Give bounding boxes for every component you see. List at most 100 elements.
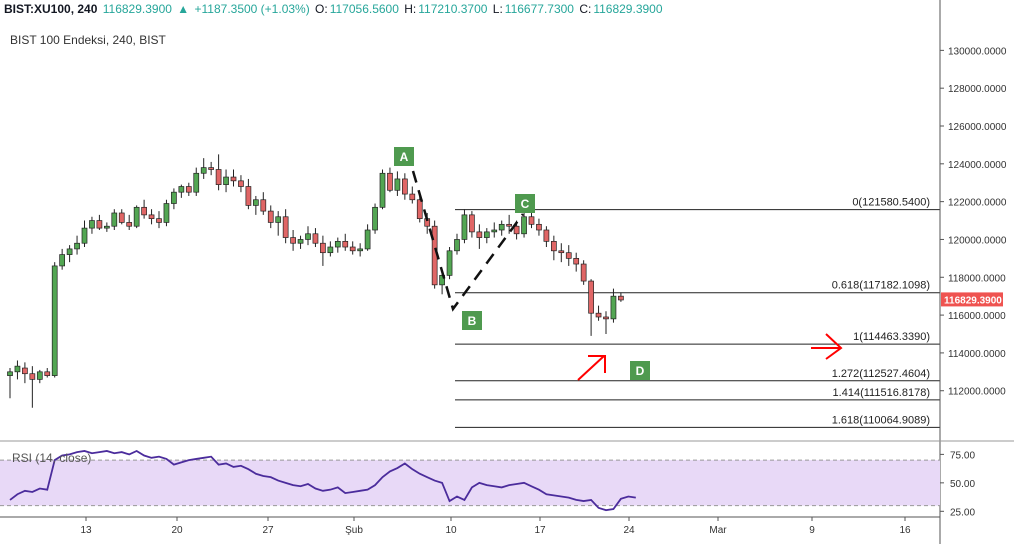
rsi-band <box>0 460 940 506</box>
time-tick-label: Şub <box>345 525 363 536</box>
candle-down <box>126 222 133 227</box>
candle-down <box>230 176 237 182</box>
rsi-tick-label: 50.00 <box>950 479 975 490</box>
pattern-point-label: A <box>400 150 409 164</box>
pattern-point-box <box>394 147 414 166</box>
candle-down <box>402 178 408 195</box>
candle-up <box>111 212 118 227</box>
candle-up <box>275 216 282 223</box>
candle-up <box>461 214 468 240</box>
candle-up <box>103 225 110 229</box>
symbol-header: BIST:XU100, 240 116829.3900 ▲ +1187.3500… <box>4 2 665 18</box>
candle-up <box>334 240 341 248</box>
pattern-point-label: B <box>468 314 477 328</box>
symbol-name[interactable]: BIST:XU100, 240 <box>4 2 98 16</box>
red-arrowhead-icon <box>588 355 606 373</box>
open-value: 117056.5600 <box>329 2 399 16</box>
rsi-pane: 75.00 50.00 25.00 <box>0 449 975 518</box>
candle-up <box>171 191 177 204</box>
candle-up <box>521 216 527 235</box>
candle-down <box>387 172 393 191</box>
candle-up <box>498 223 505 231</box>
candle-down <box>238 180 244 187</box>
pattern-point-label: C <box>521 197 530 211</box>
candle-down <box>282 216 289 238</box>
price-tick-label: 116000.0000 <box>948 311 1006 322</box>
candle-up <box>51 265 58 376</box>
time-tick-label: 27 <box>262 525 274 536</box>
time-tick-label: 17 <box>534 525 546 536</box>
candle-up <box>36 371 43 380</box>
candle-up <box>610 295 617 320</box>
high-label: H: <box>404 2 417 16</box>
candle-up <box>89 220 95 229</box>
candle-up <box>133 206 140 227</box>
candle-up <box>454 239 460 252</box>
rsi-tick-label: 75.00 <box>950 450 975 461</box>
price-change: +1187.3500 (+1.03%) <box>194 2 310 16</box>
time-tick-label: 16 <box>899 525 911 536</box>
candle-down <box>320 242 326 254</box>
time-tick-label: 24 <box>623 525 635 536</box>
candle-up <box>364 229 371 250</box>
pattern-point-box <box>462 311 482 330</box>
candle-down <box>185 186 192 193</box>
red-arrow-icon <box>577 355 605 381</box>
price-tick-label: 122000.0000 <box>948 198 1007 209</box>
candle-up <box>327 246 334 254</box>
candle-up <box>200 167 207 174</box>
candle-up <box>446 250 453 276</box>
candle-down <box>312 233 319 244</box>
up-arrow-icon: ▲ <box>177 2 190 16</box>
fib-label: 1.272(112527.4604) <box>832 368 930 380</box>
candle-down <box>580 263 587 282</box>
candle-up <box>394 178 401 191</box>
candle-down <box>349 246 356 252</box>
candle-up <box>163 203 170 223</box>
close-label: C: <box>579 2 592 16</box>
pattern-point-box <box>515 194 535 213</box>
candle-down <box>267 210 274 223</box>
price-tick-label: 130000.0000 <box>948 46 1007 57</box>
candle-down <box>595 312 602 318</box>
last-price: 116829.3900 <box>102 2 172 16</box>
price-tick-label: 120000.0000 <box>948 235 1007 246</box>
last-price-label: 116829.3900 <box>944 295 1002 306</box>
candle-up <box>66 248 73 255</box>
candle-up <box>491 229 498 233</box>
rsi-line <box>9 449 636 512</box>
fib-label: 1(114463.3390) <box>853 331 930 343</box>
candle-down <box>513 225 520 235</box>
candle-down <box>476 231 483 238</box>
fib-label: 1.414(111516.8178) <box>833 387 930 399</box>
time-tick-label: 9 <box>809 525 815 536</box>
pattern-point-box <box>630 361 650 380</box>
candle-up <box>14 365 21 373</box>
candle-down <box>96 220 103 229</box>
candle-down <box>565 252 572 259</box>
candle-up <box>483 231 490 238</box>
candle-down <box>603 316 609 320</box>
candle-up <box>305 233 311 240</box>
candle-up <box>223 176 229 185</box>
candle-down <box>506 223 512 227</box>
high-value: 117210.3700 <box>418 2 488 16</box>
candle-down <box>469 214 475 233</box>
candle-up <box>178 186 185 193</box>
candle-down <box>245 186 252 206</box>
candle-down <box>118 212 125 223</box>
open-label: O: <box>315 2 328 16</box>
price-tick-label: 128000.0000 <box>948 84 1007 95</box>
candle-down <box>416 199 423 220</box>
fibonacci-levels: 0(121580.5400) 0.618(117182.1098) 1(114463… <box>455 197 940 428</box>
time-tick-label: Mar <box>709 525 727 536</box>
rsi-label: RSI (14, close) <box>12 451 92 465</box>
abcd-dashed-path <box>411 170 525 312</box>
candle-down <box>29 373 36 380</box>
candle-down <box>141 206 147 216</box>
candle-up <box>74 242 80 250</box>
time-tick-label: 10 <box>445 525 457 536</box>
candle-down <box>588 280 594 314</box>
candle-down <box>528 216 535 225</box>
